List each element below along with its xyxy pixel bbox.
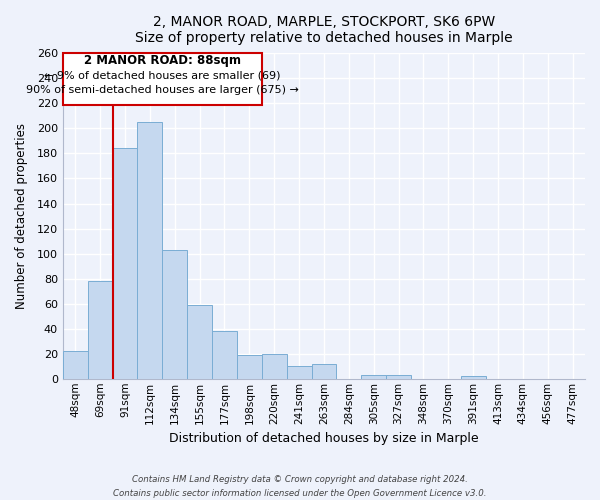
Bar: [237, 355, 262, 379]
Text: Contains HM Land Registry data © Crown copyright and database right 2024.
Contai: Contains HM Land Registry data © Crown c…: [113, 476, 487, 498]
Title: 2, MANOR ROAD, MARPLE, STOCKPORT, SK6 6PW
Size of property relative to detached : 2, MANOR ROAD, MARPLE, STOCKPORT, SK6 6P…: [135, 15, 513, 45]
Text: 2 MANOR ROAD: 88sqm: 2 MANOR ROAD: 88sqm: [84, 54, 241, 67]
Bar: [311, 364, 337, 379]
Bar: [461, 376, 485, 379]
Bar: [113, 148, 137, 379]
Bar: [163, 250, 187, 379]
X-axis label: Distribution of detached houses by size in Marple: Distribution of detached houses by size …: [169, 432, 479, 445]
Bar: [88, 281, 113, 379]
FancyBboxPatch shape: [63, 54, 262, 104]
Bar: [262, 354, 287, 379]
Bar: [63, 351, 88, 379]
Bar: [386, 375, 411, 379]
Bar: [361, 375, 386, 379]
Text: 90% of semi-detached houses are larger (675) →: 90% of semi-detached houses are larger (…: [26, 85, 299, 95]
Bar: [287, 366, 311, 379]
Bar: [187, 305, 212, 379]
Y-axis label: Number of detached properties: Number of detached properties: [16, 123, 28, 309]
Text: ← 9% of detached houses are smaller (69): ← 9% of detached houses are smaller (69): [44, 70, 281, 81]
Bar: [137, 122, 163, 379]
Bar: [212, 331, 237, 379]
